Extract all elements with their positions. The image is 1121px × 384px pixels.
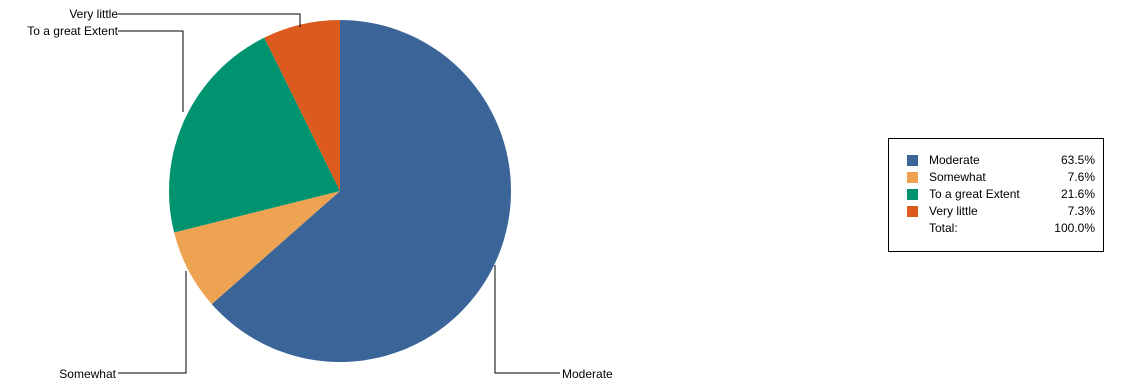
legend-total-value: 100.0%: [1054, 221, 1095, 235]
legend-value: 7.6%: [1067, 170, 1095, 184]
callout-label: Moderate: [562, 367, 613, 381]
callout-line: [118, 13, 301, 27]
pie-slice-very-little: [264, 20, 340, 191]
legend-item-very-little: Very little 7.3%: [907, 204, 1095, 220]
slice-callouts: Moderate Somewhat To a great Extent Very li…: [27, 7, 613, 381]
callout-line: [494, 265, 560, 374]
callout-line: [118, 30, 184, 112]
legend-item-somewhat: Somewhat 7.6%: [907, 170, 1095, 186]
pie-slice-to-a-great-extent: [169, 37, 340, 233]
callout-line: [118, 271, 187, 374]
pie-slices: [169, 20, 512, 363]
legend-total-label: Total:: [929, 221, 958, 235]
callout-label: Somewhat: [59, 367, 116, 381]
pie-slice-somewhat: [174, 191, 340, 305]
legend-swatch-very-little: [907, 206, 918, 217]
legend-swatch-moderate: [907, 155, 918, 166]
legend-swatch-great-extent: [907, 189, 918, 200]
legend-label: To a great Extent: [929, 187, 1020, 201]
legend-total: Total: 100.0%: [907, 221, 1095, 237]
legend: Moderate 63.5% Somewhat 7.6% To a great …: [888, 138, 1104, 252]
legend-value: 63.5%: [1060, 153, 1095, 167]
legend-value: 7.3%: [1067, 204, 1095, 218]
pie-slice-moderate: [211, 20, 512, 363]
legend-item-great-extent: To a great Extent 21.6%: [907, 187, 1095, 203]
legend-label: Very little: [929, 204, 978, 218]
legend-label: Moderate: [929, 153, 980, 167]
legend-swatch-somewhat: [907, 172, 918, 183]
callout-label: To a great Extent: [27, 24, 118, 38]
legend-item-moderate: Moderate 63.5%: [907, 153, 1095, 169]
legend-label: Somewhat: [929, 170, 986, 184]
callout-label: Very little: [69, 7, 118, 21]
legend-value: 21.6%: [1060, 187, 1095, 201]
